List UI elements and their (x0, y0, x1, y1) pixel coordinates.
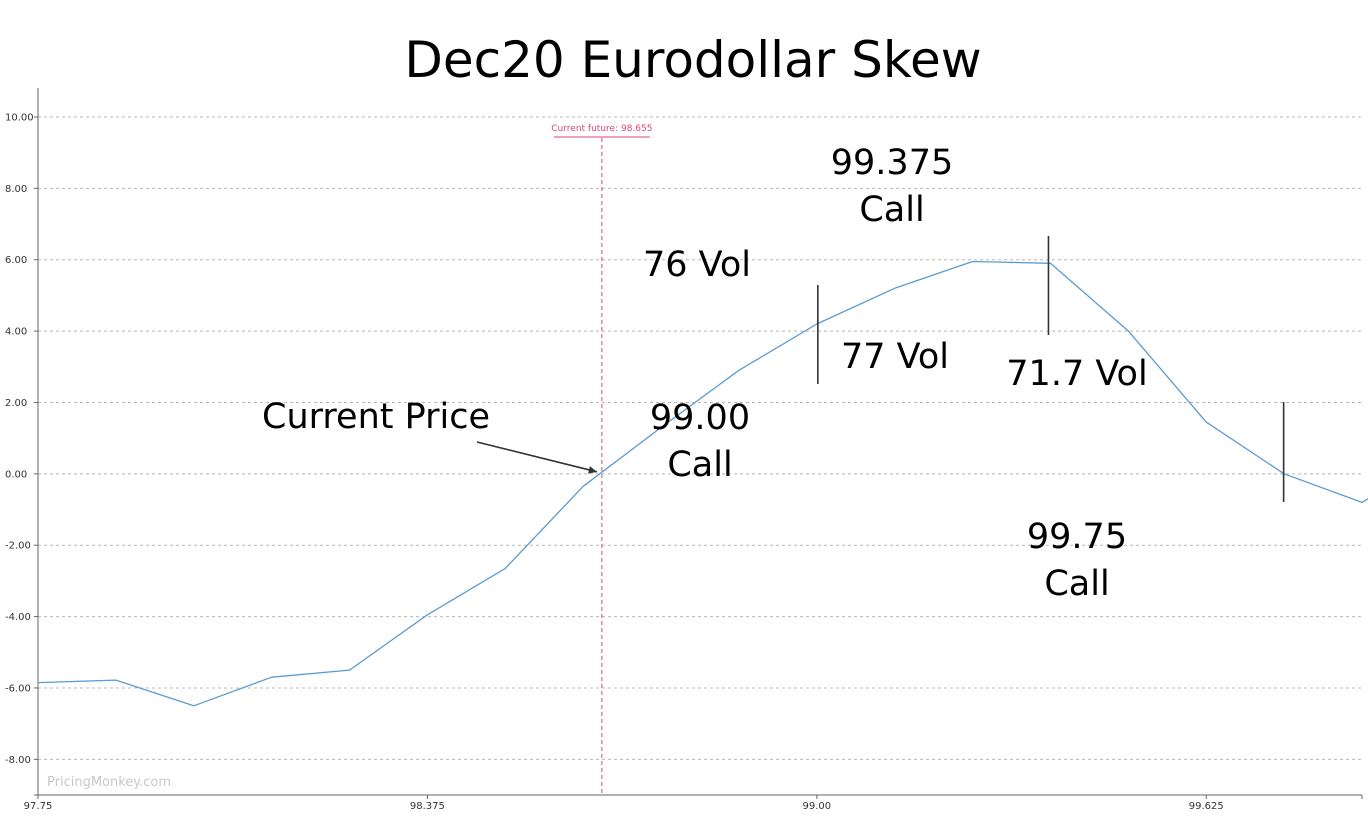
vol-71-7-label: 71.7 Vol (1006, 354, 1147, 394)
y-tick-label: -8.00 (5, 755, 31, 766)
grid-lines (38, 116, 1362, 760)
x-tick-label: 98.375 (410, 801, 445, 812)
call-99-75-label: 99.75 (1027, 517, 1127, 557)
series-line (37, 260, 1368, 707)
vol-76-label: 76 Vol (643, 245, 751, 285)
x-tick-label: 99.00 (803, 801, 832, 812)
call-99-75-label: Call (1044, 564, 1109, 604)
call-99-375-label: 99.375 (831, 143, 953, 183)
current-future-line: Current future: 98.655 (551, 124, 652, 795)
call-99-00-label: Call (667, 445, 732, 485)
x-tick-label: 99.625 (1189, 801, 1224, 812)
y-tick-label: 10.00 (5, 112, 34, 123)
y-tick-label: -2.00 (5, 541, 31, 552)
y-tick-label: 0.00 (5, 469, 27, 480)
chart-title: Dec20 Eurodollar Skew (404, 31, 981, 89)
annotations: Current Price 76 Vol 99.00 Call 99.375 Call 77… (262, 143, 1285, 604)
current-price-arrow (476, 441, 598, 473)
x-tick-label: 97.75 (24, 801, 53, 812)
y-tick-label: 8.00 (5, 184, 27, 195)
current-price-arrow-head (588, 466, 597, 474)
skew-series (37, 260, 1368, 707)
watermark: PricingMonkey.com (47, 775, 171, 790)
axes: 10.00 8.00 6.00 4.00 2.00 0.00 -2.00 -4.00 -6.00… (5, 88, 1363, 812)
y-tick-label: -4.00 (5, 612, 31, 623)
y-tick-label: -6.00 (5, 683, 31, 694)
vol-77-label: 77 Vol (841, 337, 949, 377)
current-price-label: Current Price (262, 397, 490, 437)
current-future-label: Current future: 98.655 (551, 124, 652, 134)
call-99-00-label: 99.00 (650, 398, 750, 438)
y-tick-label: 4.00 (5, 327, 27, 338)
call-99-375-label: Call (859, 190, 924, 230)
y-tick-label: 2.00 (5, 398, 27, 409)
y-tick-label: 6.00 (5, 255, 27, 266)
